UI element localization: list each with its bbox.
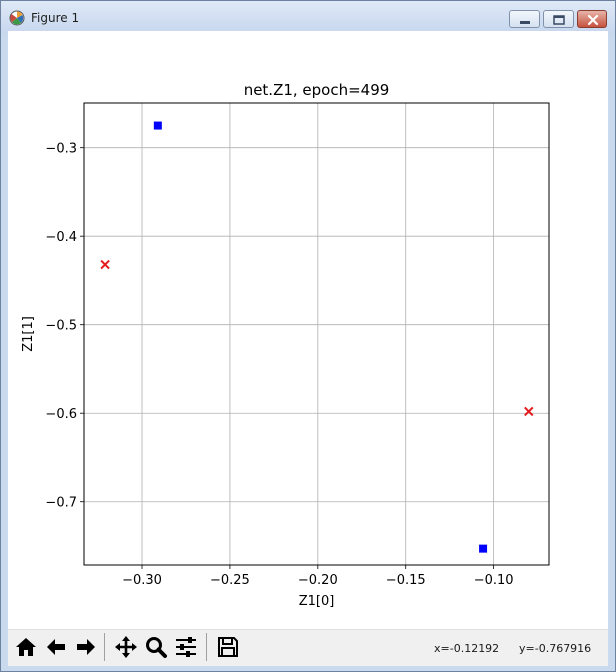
window-title: Figure 1 (31, 11, 80, 25)
y-tick-label: −0.5 (45, 319, 77, 334)
minimize-icon (520, 21, 530, 24)
y-tick-label: −0.7 (45, 496, 77, 511)
toolbar-separator (104, 633, 105, 661)
title-bar[interactable]: Figure 1 (1, 1, 615, 33)
zoom-button[interactable] (142, 632, 170, 662)
configure-subplots-icon (176, 637, 196, 657)
pan-button[interactable] (112, 632, 140, 662)
restore-icon (553, 15, 565, 25)
scatter-plot[interactable]: −0.30 −0.25 −0.20 −0.15 −0.10 −0.3−0.4−0.5−0… (8, 31, 608, 629)
toolbar-separator (206, 633, 207, 661)
data-points (100, 121, 534, 553)
chart-title: net.Z1, epoch=499 (244, 81, 390, 99)
y-ticks: −0.3 −0.4 −0.5 −0.6 −0.7 (45, 142, 84, 511)
cursor-y-readout: y=-0.767916 (519, 642, 592, 655)
close-icon (587, 14, 599, 26)
back-icon (47, 639, 65, 655)
y-tick-label: −0.4 (45, 230, 77, 245)
y-tick-label: −0.3 (45, 142, 77, 157)
y-tick-label: −0.6 (45, 407, 77, 422)
axes-frame (83, 102, 550, 566)
x-tick-label: −0.25 (210, 573, 250, 588)
cursor-x-readout: x=-0.12192 (434, 642, 500, 655)
minimize-button[interactable] (509, 10, 540, 28)
home-icon (16, 638, 36, 656)
navigation-toolbar: x=-0.12192 y=-0.767916 (8, 629, 608, 666)
zoom-icon (146, 637, 167, 658)
x-tick-label: −0.20 (298, 573, 338, 588)
x-tick-label: −0.15 (386, 573, 426, 588)
square-marker (479, 544, 488, 553)
grid-lines (84, 103, 549, 565)
figure-canvas-area[interactable]: −0.30 −0.25 −0.20 −0.15 −0.10 −0.3 −0.4 −0.5 −0… (8, 31, 608, 665)
y-axis-label: Z1[1] (21, 316, 36, 352)
x-marker (524, 406, 534, 417)
configure-subplots-button[interactable] (172, 632, 200, 662)
forward-button[interactable] (72, 632, 100, 662)
close-button[interactable] (577, 10, 607, 28)
save-icon (218, 637, 238, 657)
maximize-button[interactable] (543, 10, 574, 28)
save-button[interactable] (214, 632, 242, 662)
x-marker (100, 259, 110, 270)
pan-icon (115, 636, 137, 658)
x-tick-label: −0.30 (122, 573, 162, 588)
home-button[interactable] (12, 632, 40, 662)
matplotlib-app-icon (9, 10, 25, 26)
back-button[interactable] (42, 632, 70, 662)
x-axis-label: Z1[0] (299, 594, 335, 609)
forward-icon (77, 639, 95, 655)
x-tick-label: −0.10 (474, 573, 514, 588)
square-marker (153, 121, 162, 130)
x-ticks: −0.30 −0.25 −0.20 −0.15 −0.10 (122, 565, 514, 588)
